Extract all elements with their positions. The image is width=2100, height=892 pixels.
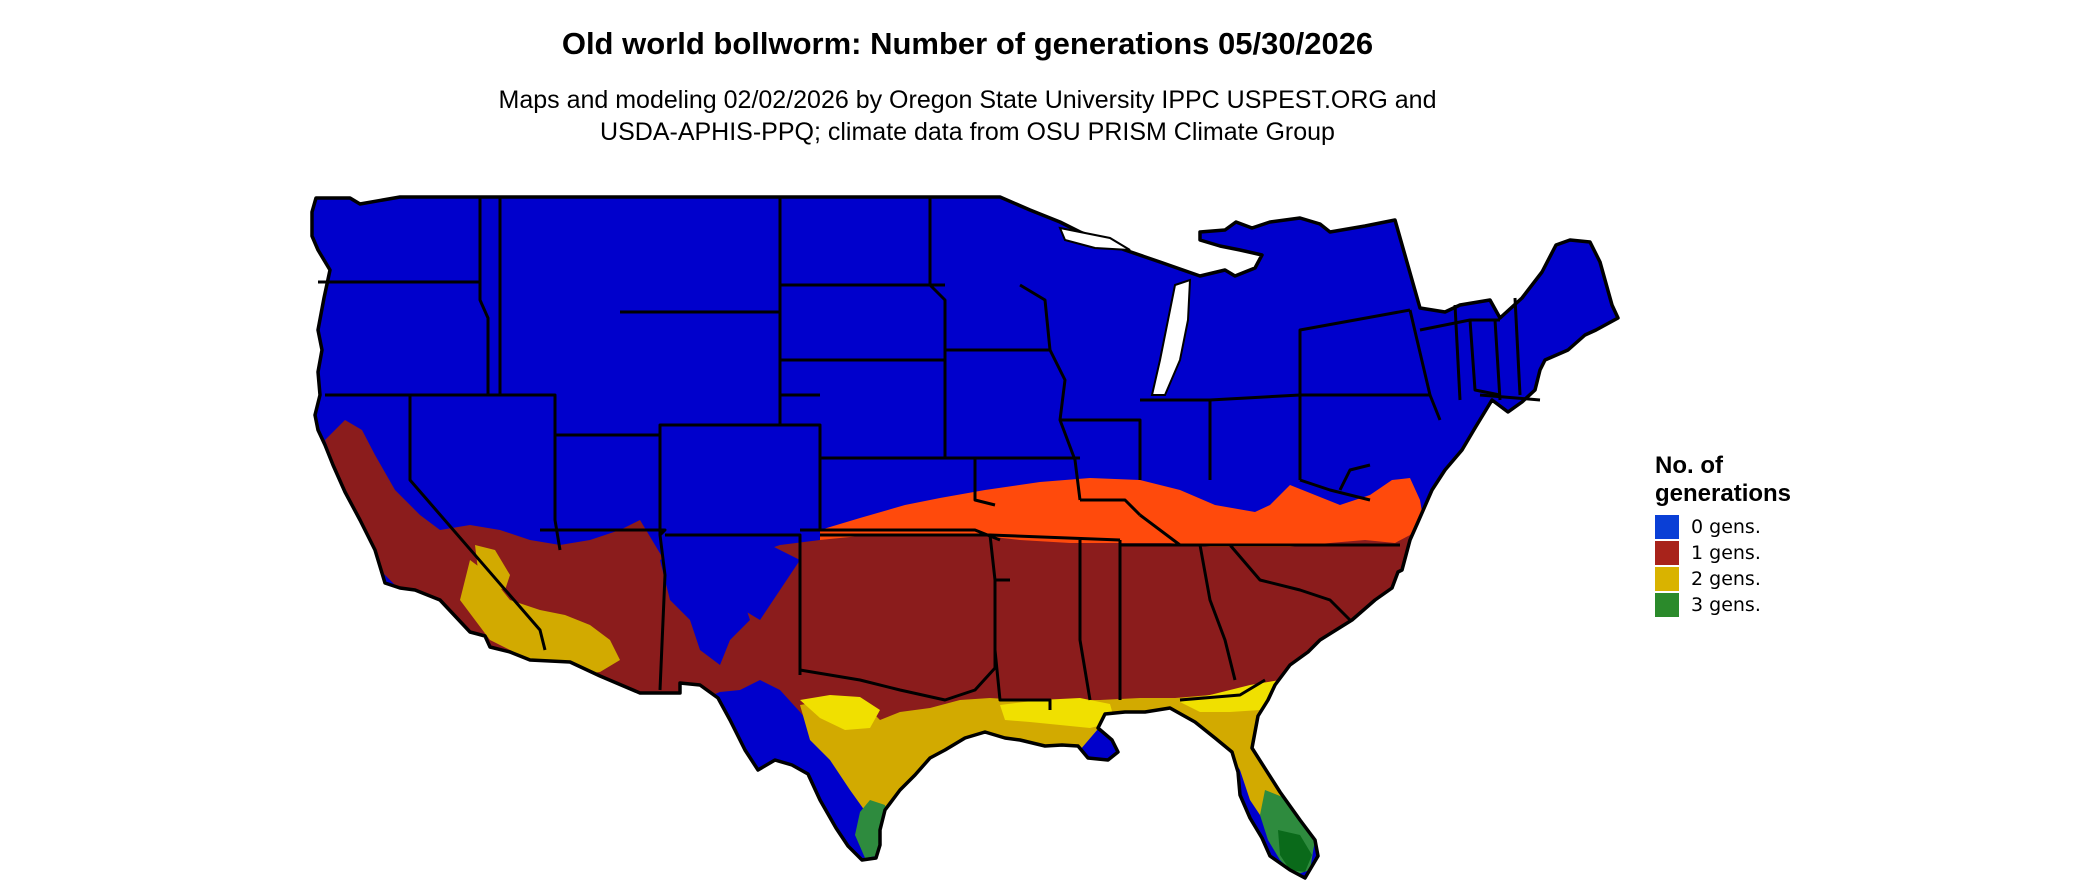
zone-1-gen-southwest (325, 420, 700, 700)
map-title: Old world bollworm: Number of generation… (561, 26, 1374, 61)
zone-2-gens-desert (460, 560, 620, 675)
subtitle-line-2: USDA-APHIS-PPQ; climate data from OSU PR… (600, 118, 1335, 146)
zone-2-gens-california (475, 545, 510, 590)
subtitle-line-1: Maps and modeling 02/02/2026 by Oregon S… (498, 86, 1437, 114)
legend-title-line-1: No. of (1655, 452, 1723, 479)
legend-item-0-gens: 0 gens. (1655, 514, 1855, 540)
zone-2-gens-bright-tx (800, 695, 880, 730)
legend-swatch-3-gens (1655, 593, 1679, 617)
legend-item-3-gens: 3 gens. (1655, 592, 1855, 618)
zone-2-gens-bright (1000, 698, 1115, 728)
legend-title: No. of generations (1655, 452, 1855, 508)
legend-item-1-gens: 1 gens. (1655, 540, 1855, 566)
legend-label-0-gens: 0 gens. (1691, 516, 1761, 538)
legend-title-line-2: generations (1655, 480, 1792, 507)
legend-label-1-gens: 1 gens. (1691, 542, 1761, 564)
map-subtitle: Maps and modeling 02/02/2026 by Oregon S… (0, 84, 1935, 148)
legend-label-2-gens: 2 gens. (1691, 568, 1761, 590)
lake-michigan (1150, 278, 1192, 396)
legend-swatch-1-gens (1655, 541, 1679, 565)
legend-swatch-0-gens (1655, 515, 1679, 539)
legend-swatch-2-gens (1655, 567, 1679, 591)
zone-0-gens-nm (640, 520, 800, 620)
zone-3-gens-florida-dark (1278, 830, 1312, 872)
legend-label-3-gens: 3 gens. (1691, 594, 1761, 616)
state-borders (310, 195, 1620, 880)
legend: No. of generations 0 gens. 1 gens. 2 gen… (1655, 452, 1855, 618)
lake-superior-shore (1058, 226, 1131, 251)
legend-items: 0 gens. 1 gens. 2 gens. 3 gens. (1655, 514, 1855, 618)
great-lakes (1058, 226, 1192, 396)
legend-item-2-gens: 2 gens. (1655, 566, 1855, 592)
